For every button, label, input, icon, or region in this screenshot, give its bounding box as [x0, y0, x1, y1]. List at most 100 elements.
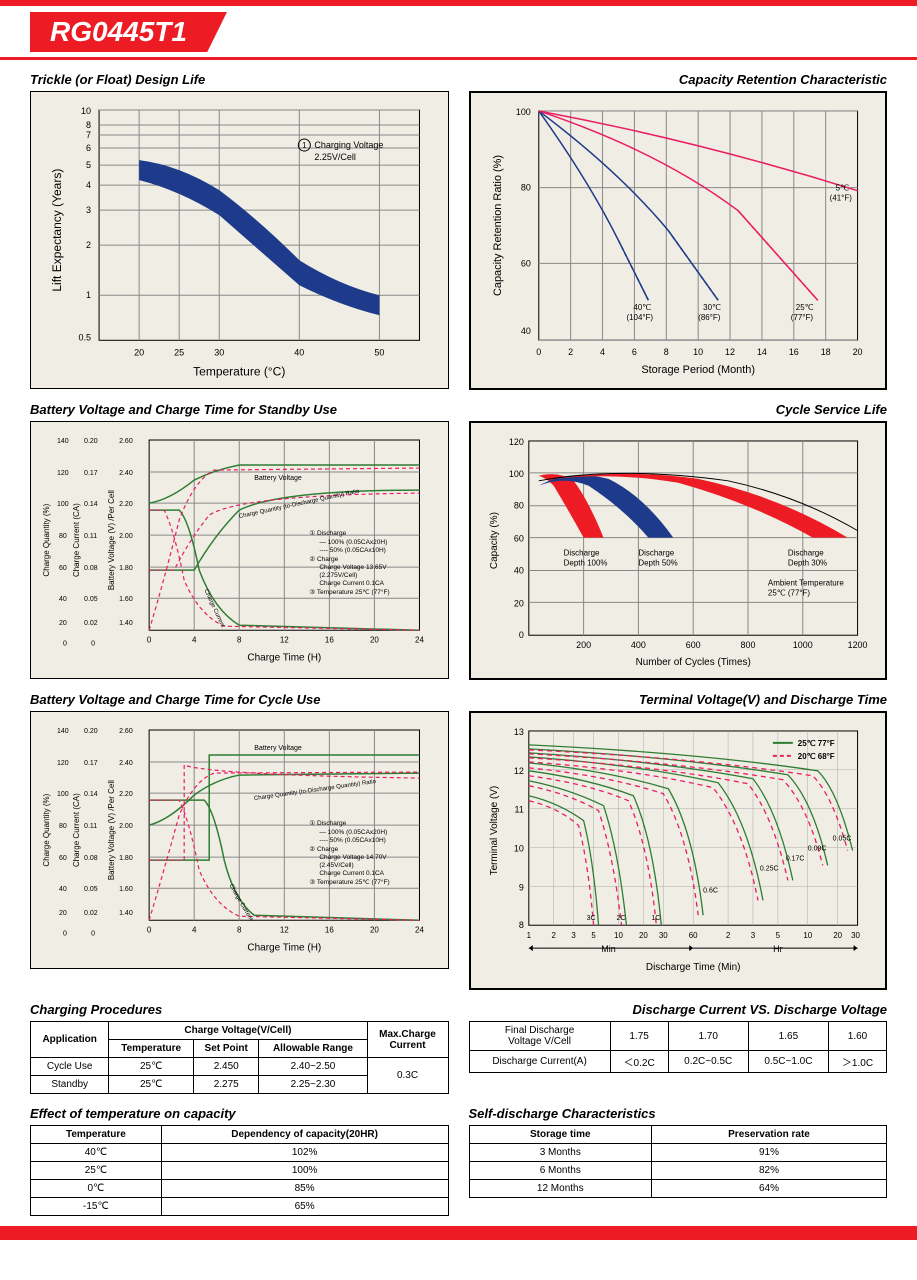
svg-text:200: 200	[576, 640, 591, 650]
svg-text:① Discharge: ① Discharge	[309, 529, 346, 537]
svg-text:2.60: 2.60	[119, 728, 133, 735]
svg-text:25: 25	[174, 347, 184, 357]
svg-text:14: 14	[756, 347, 766, 357]
svg-text:0.11: 0.11	[84, 823, 97, 830]
svg-text:0.5: 0.5	[79, 332, 92, 342]
svg-text:8: 8	[237, 925, 242, 934]
svg-text:Charge Quantity (%): Charge Quantity (%)	[42, 793, 51, 866]
svg-text:11: 11	[514, 805, 523, 815]
svg-text:1.80: 1.80	[119, 565, 133, 572]
svg-text:30℃: 30℃	[703, 303, 721, 312]
model-number: RG0445T1	[30, 12, 227, 52]
svg-text:2: 2	[551, 931, 556, 940]
chart3: 140120100806040200 0.200.170.140.110.080…	[30, 421, 449, 679]
svg-text:0.09C: 0.09C	[807, 846, 826, 853]
svg-text:2: 2	[725, 931, 730, 940]
svg-text:Charge Current 0.1CA: Charge Current 0.1CA	[319, 580, 384, 587]
svg-text:Number of Cycles (Times): Number of Cycles (Times)	[635, 657, 750, 668]
svg-text:16: 16	[325, 925, 334, 934]
chart2-title: Capacity Retention Characteristic	[469, 72, 888, 87]
svg-text:2.20: 2.20	[119, 791, 133, 798]
svg-text:0.11: 0.11	[84, 533, 97, 540]
svg-text:5: 5	[591, 931, 596, 940]
svg-text:0.20: 0.20	[84, 438, 98, 445]
svg-text:0: 0	[91, 640, 95, 647]
svg-text:0.14: 0.14	[84, 791, 98, 798]
chart6: 1312111098 123510203060235102030 3C2C1C0…	[469, 711, 888, 990]
svg-text:(41°F): (41°F)	[829, 194, 852, 203]
svg-text:12: 12	[513, 766, 523, 776]
svg-text:30: 30	[851, 931, 860, 940]
svg-text:7: 7	[86, 130, 91, 140]
discharge-table: Final Discharge Voltage V/Cell1.751.701.…	[469, 1021, 888, 1073]
svg-text:20: 20	[59, 620, 67, 627]
svg-text:8: 8	[86, 120, 91, 130]
svg-text:80: 80	[513, 501, 523, 511]
svg-text:3C: 3C	[586, 915, 595, 922]
svg-text:100: 100	[515, 107, 530, 117]
svg-text:(104°F): (104°F)	[626, 313, 653, 322]
svg-text:20: 20	[513, 598, 523, 608]
svg-text:60: 60	[520, 258, 530, 268]
svg-text:8: 8	[663, 347, 668, 357]
svg-text:1.60: 1.60	[119, 886, 133, 893]
svg-text:③ Temperature 25℃ (77°F): ③ Temperature 25℃ (77°F)	[309, 588, 389, 596]
svg-text:20: 20	[59, 910, 67, 917]
svg-text:12: 12	[280, 925, 289, 934]
svg-text:8: 8	[237, 635, 242, 644]
content: Trickle (or Float) Design Life 10 8 7 6 …	[0, 68, 917, 1216]
svg-text:Battery Voltage: Battery Voltage	[254, 745, 302, 752]
svg-text:140: 140	[57, 438, 69, 445]
chart5: 140120100806040200 0.200.170.140.110.080…	[30, 711, 449, 969]
svg-text:Terminal Voltage (V): Terminal Voltage (V)	[488, 786, 499, 876]
svg-text:4: 4	[86, 180, 91, 190]
svg-text:0: 0	[518, 630, 523, 640]
svg-text:12: 12	[280, 635, 289, 644]
svg-text:② Charge: ② Charge	[309, 555, 338, 563]
svg-text:0.02: 0.02	[84, 910, 98, 917]
svg-text:40: 40	[59, 596, 67, 603]
svg-text:120: 120	[508, 437, 523, 447]
svg-text:2.00: 2.00	[119, 533, 133, 540]
svg-text:Charge Voltage 13.65V: Charge Voltage 13.65V	[319, 564, 387, 571]
svg-text:8: 8	[518, 920, 523, 930]
svg-text:1200: 1200	[847, 640, 867, 650]
svg-text:Charge Quantity (%): Charge Quantity (%)	[42, 503, 51, 576]
svg-text:5℃: 5℃	[835, 184, 848, 193]
svg-text:0.17: 0.17	[84, 470, 98, 477]
table4-title: Self-discharge Characteristics	[469, 1106, 888, 1121]
svg-text:Charge Current 0.1CA: Charge Current 0.1CA	[319, 870, 384, 877]
svg-text:800: 800	[740, 640, 755, 650]
svg-text:Charge Current (CA): Charge Current (CA)	[72, 793, 81, 867]
svg-text:2.60: 2.60	[119, 438, 133, 445]
svg-text:40: 40	[59, 886, 67, 893]
svg-text:Lift Expectancy (Years): Lift Expectancy (Years)	[50, 169, 64, 292]
svg-text:100: 100	[57, 501, 69, 508]
svg-text:0: 0	[147, 635, 152, 644]
svg-text:Min: Min	[601, 944, 615, 954]
svg-text:(2.45V/Cell): (2.45V/Cell)	[319, 862, 353, 869]
svg-text:4: 4	[192, 925, 197, 934]
svg-text:10: 10	[513, 844, 523, 854]
svg-text:Discharge: Discharge	[787, 548, 823, 557]
svg-text:0.08: 0.08	[84, 565, 98, 572]
svg-text:1C: 1C	[651, 915, 660, 922]
svg-text:2: 2	[86, 240, 91, 250]
svg-text:20: 20	[370, 925, 379, 934]
svg-text:0.05C: 0.05C	[832, 836, 851, 843]
svg-text:Charge Voltage 14.70V: Charge Voltage 14.70V	[319, 854, 387, 861]
svg-text:20℃ 68°F: 20℃ 68°F	[797, 752, 834, 761]
svg-text:18: 18	[820, 347, 830, 357]
svg-text:② Charge: ② Charge	[309, 845, 338, 853]
svg-text:Discharge: Discharge	[638, 548, 674, 557]
svg-text:40℃: 40℃	[633, 303, 651, 312]
chart3-title: Battery Voltage and Charge Time for Stan…	[30, 402, 449, 417]
svg-text:---- 50% (0.05CAx10H): ---- 50% (0.05CAx10H)	[319, 837, 385, 844]
svg-text:① Discharge: ① Discharge	[309, 819, 346, 827]
svg-text:(2.275V/Cell): (2.275V/Cell)	[319, 572, 357, 579]
svg-text:Battery Voltage (V) /Per Cell: Battery Voltage (V) /Per Cell	[107, 780, 116, 880]
footer-bar	[0, 1226, 917, 1240]
svg-text:0.25C: 0.25C	[759, 865, 778, 872]
svg-text:2.20: 2.20	[119, 501, 133, 508]
svg-text:Charge Time (H): Charge Time (H)	[247, 652, 321, 663]
